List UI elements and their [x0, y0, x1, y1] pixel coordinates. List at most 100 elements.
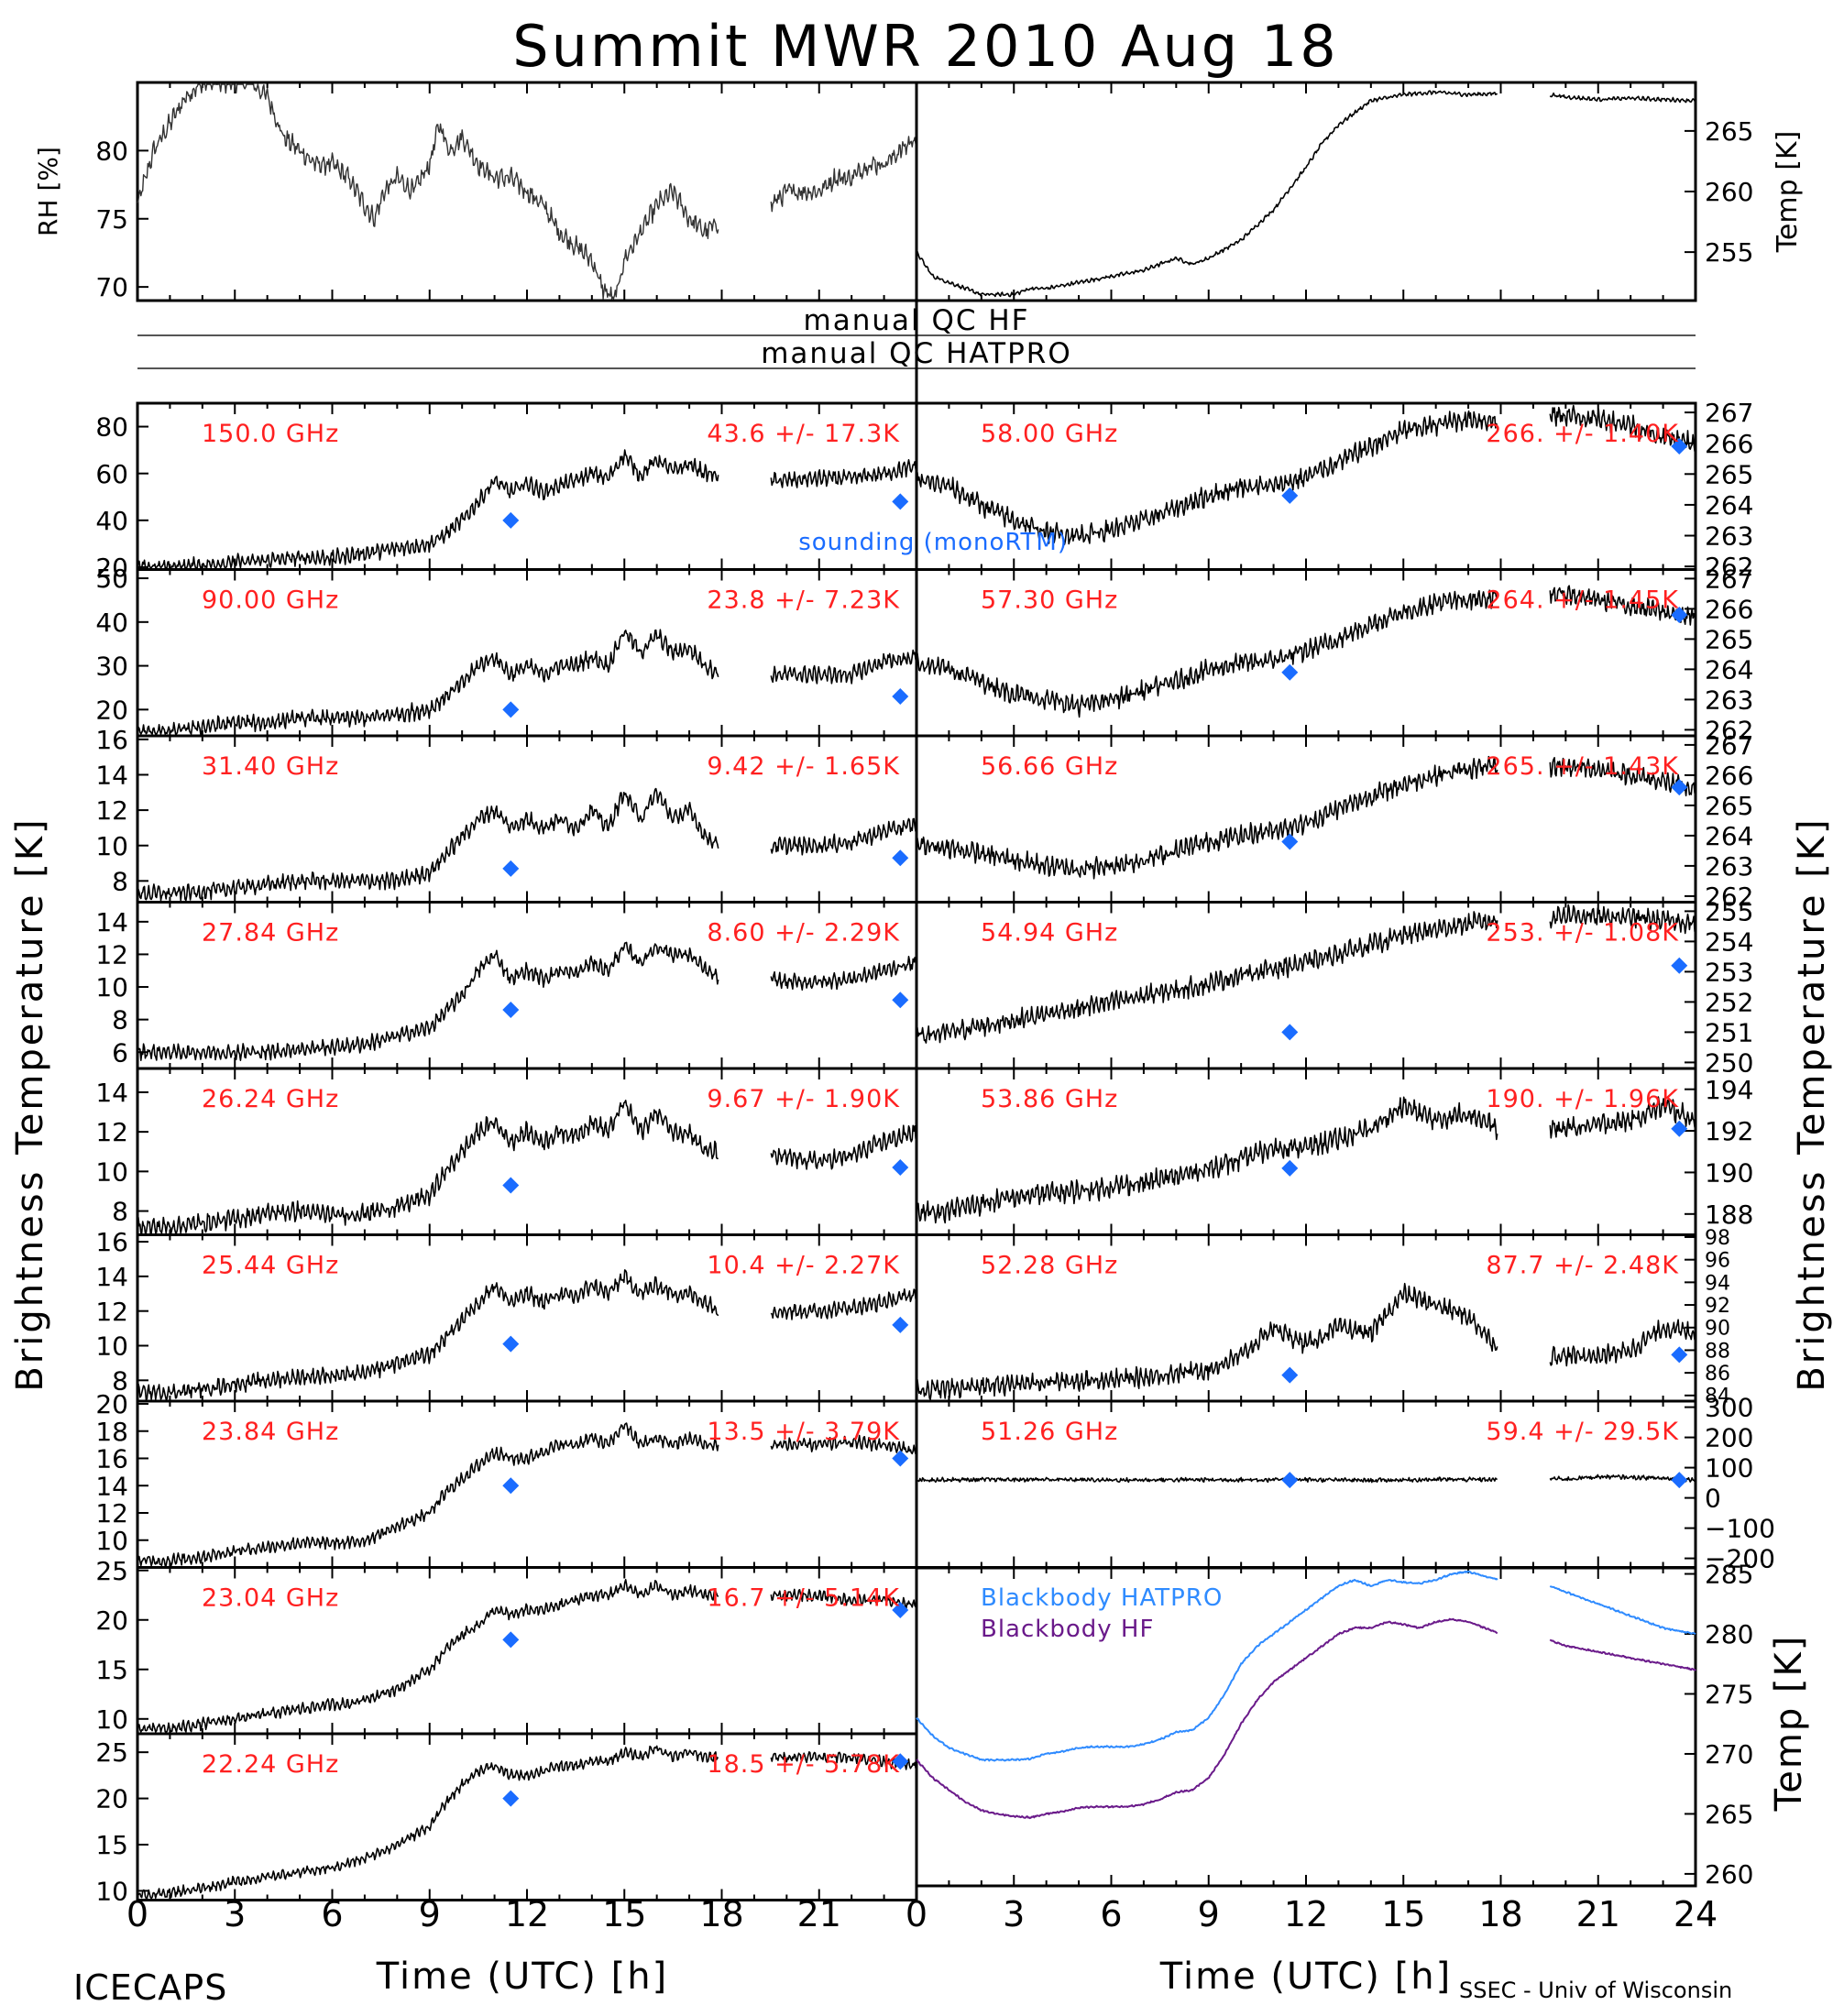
y-tick-label: 265 — [1705, 116, 1753, 147]
x-tick-label-right: 9 — [1198, 1894, 1220, 1934]
sounding-marker — [892, 849, 909, 867]
y-tick-label: 251 — [1705, 1017, 1753, 1047]
y-tick-label: 92 — [1705, 1295, 1730, 1318]
y-tick-label: 8 — [112, 1197, 128, 1227]
y-tick-label: 14 — [95, 1078, 128, 1108]
mean-std-label: 253. +/- 1.08K — [1486, 919, 1679, 948]
y-tick-label: 15 — [95, 1830, 128, 1860]
y-tick-label: 255 — [1705, 896, 1753, 926]
frequency-label: 27.84 GHz — [202, 919, 339, 948]
y-tick-label: 8 — [112, 1005, 128, 1035]
y-tick-label: 50 — [95, 564, 128, 594]
y-tick-label: 70 — [95, 272, 128, 302]
y-tick-label: 265 — [1705, 459, 1753, 489]
y-tick-label: 263 — [1705, 521, 1753, 552]
y-tick-label: 264 — [1705, 821, 1753, 851]
legend-bb-hatpro: Blackbody HATPRO — [981, 1584, 1223, 1612]
y-tick-label: 88 — [1705, 1340, 1730, 1363]
mean-std-label: 8.60 +/- 2.29K — [707, 919, 900, 948]
bb-hf-line — [916, 1617, 1696, 1820]
bt-trace — [137, 941, 917, 1061]
y-tick-label: 20 — [95, 553, 128, 583]
y-tick-label: 20 — [95, 1784, 128, 1814]
frequency-label: 54.94 GHz — [981, 919, 1118, 948]
y-tick-label: 60 — [95, 459, 128, 489]
sounding-marker — [1281, 663, 1299, 681]
y-tick-label: 75 — [95, 204, 128, 235]
y-tick-label: 14 — [95, 761, 128, 791]
y-tick-label: 25 — [95, 1737, 128, 1768]
bt-trace — [916, 755, 1696, 880]
y-tick-label: 25 — [95, 1556, 128, 1586]
mean-std-label: 59.4 +/- 29.5K — [1486, 1418, 1679, 1446]
sounding-marker — [1281, 1024, 1299, 1041]
x-tick-label-right: 3 — [1003, 1894, 1025, 1934]
bt-trace — [916, 904, 1696, 1044]
frequency-label: 56.66 GHz — [981, 752, 1118, 781]
y-tick-label: 263 — [1705, 685, 1753, 715]
bt-panel: 20 30 40 50 90.00 GHz 23.8 +/- 7.23K — [95, 564, 918, 738]
y-tick-label: 6 — [112, 1037, 128, 1068]
y-tick-label: 98 — [1705, 1227, 1730, 1250]
x-tick-label-left: 18 — [699, 1894, 743, 1934]
frequency-label: 23.84 GHz — [202, 1418, 339, 1446]
x-tick-label-right: 0 — [906, 1894, 927, 1934]
y-tick-label: 16 — [95, 725, 128, 755]
y-tick-label: 266 — [1705, 761, 1753, 791]
bt-panel-frame-x-ticks — [137, 736, 917, 903]
mean-std-label: 266. +/- 1.40K — [1486, 420, 1679, 448]
blackbody-y-ticks: 260 265 270 275 280 285 — [1685, 1560, 1753, 1890]
sounding-marker — [502, 1477, 520, 1495]
y-tick-label: 265 — [1705, 791, 1753, 821]
bt-y-ticks: 20 40 60 80 — [95, 412, 148, 583]
y-tick-label: 250 — [1705, 1047, 1753, 1078]
x-axis-label-right: Time (UTC) [h] — [1159, 1956, 1452, 1998]
sounding-marker — [1671, 1346, 1688, 1364]
sounding-marker — [502, 1631, 520, 1649]
y-tick-label: 264 — [1705, 654, 1753, 685]
sounding-marker — [502, 1001, 520, 1018]
x-tick-label-left: 21 — [797, 1894, 841, 1934]
y-tick-label: 12 — [95, 1297, 128, 1327]
bt-panel: 8 10 12 14 16 31.40 GHz 9.42 +/- 1.65K — [95, 725, 918, 904]
mean-std-label: 9.42 +/- 1.65K — [707, 752, 900, 781]
sounding-marker — [1671, 1120, 1688, 1137]
bt-trace — [137, 787, 917, 902]
sounding-marker — [892, 1601, 909, 1618]
x-tick-label-left: 6 — [321, 1894, 343, 1934]
x-tick-label-right: 12 — [1284, 1894, 1328, 1934]
bt-y-ticks: 10 15 20 25 — [95, 1556, 148, 1735]
y-tick-label: 200 — [1705, 1423, 1753, 1453]
y-tick-label: 12 — [95, 1117, 128, 1147]
y-tick-label: 10 — [95, 1876, 128, 1906]
blackbody-panel: 260 265 270 275 280 285 Blackbody HATPRO Blackb… — [915, 1560, 1810, 1890]
y-tick-label: 90 — [1705, 1318, 1730, 1341]
y-tick-label: 14 — [95, 907, 128, 937]
x-tick-label-right: 15 — [1381, 1894, 1425, 1934]
y-tick-label: 260 — [1705, 177, 1753, 207]
bt-y-ticks: 8 10 12 14 — [95, 1078, 148, 1227]
frequency-label: 53.86 GHz — [981, 1085, 1118, 1113]
frequency-label: 26.24 GHz — [202, 1085, 339, 1113]
mean-std-label: 264. +/- 1.45K — [1486, 586, 1679, 615]
sounding-legend: sounding (monoRTM) — [798, 529, 1068, 556]
sounding-marker — [1281, 1366, 1299, 1384]
bt-trace — [916, 1474, 1696, 1484]
x-tick-label-left: 0 — [126, 1894, 148, 1934]
bt-panel-frame-x-ticks — [916, 1401, 1696, 1568]
temp-frame — [915, 81, 1697, 302]
bt-panel: 20 40 60 80 150.0 GHz 43.6 +/- 17.3K — [95, 401, 918, 583]
y-tick-label: 262 — [1705, 715, 1753, 745]
y-tick-label: 10 — [95, 1331, 128, 1362]
mean-std-label: 43.6 +/- 17.3K — [707, 420, 900, 448]
bt-trace — [137, 1422, 917, 1567]
y-tick-label: 267 — [1705, 730, 1753, 761]
bt-trace — [137, 1745, 917, 1900]
